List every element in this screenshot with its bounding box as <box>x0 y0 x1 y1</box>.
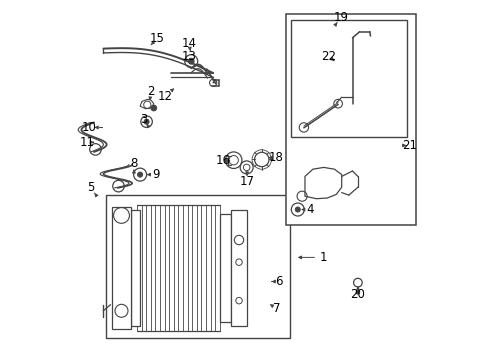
Circle shape <box>137 172 142 177</box>
Text: 7: 7 <box>273 302 280 315</box>
Circle shape <box>144 119 149 124</box>
Text: 5: 5 <box>86 181 94 194</box>
Text: 20: 20 <box>350 288 365 301</box>
Circle shape <box>188 58 194 64</box>
Text: 19: 19 <box>333 11 348 24</box>
Text: 14: 14 <box>181 37 196 50</box>
Bar <box>130 210 140 326</box>
Circle shape <box>355 291 359 294</box>
Bar <box>230 210 247 326</box>
Text: 22: 22 <box>321 50 336 63</box>
Text: 6: 6 <box>274 275 282 288</box>
Text: 17: 17 <box>239 175 254 188</box>
Text: 8: 8 <box>130 157 138 170</box>
Bar <box>219 214 230 322</box>
Bar <box>285 14 415 225</box>
Text: 9: 9 <box>152 168 160 181</box>
Text: 16: 16 <box>215 154 230 167</box>
Text: 13: 13 <box>181 50 196 63</box>
Bar <box>106 195 289 338</box>
Text: 18: 18 <box>268 151 283 164</box>
Text: 10: 10 <box>81 121 96 134</box>
Text: 2: 2 <box>147 85 154 98</box>
Bar <box>112 207 130 329</box>
Text: 12: 12 <box>158 90 172 103</box>
Text: 11: 11 <box>79 136 94 149</box>
Text: 21: 21 <box>402 139 417 152</box>
Polygon shape <box>305 167 341 199</box>
Polygon shape <box>140 99 153 109</box>
Text: 15: 15 <box>150 32 164 45</box>
Text: 3: 3 <box>140 113 147 126</box>
Circle shape <box>151 105 156 111</box>
Circle shape <box>295 207 300 212</box>
Text: 4: 4 <box>305 203 313 216</box>
Text: 1: 1 <box>319 251 327 264</box>
Bar <box>290 20 406 137</box>
